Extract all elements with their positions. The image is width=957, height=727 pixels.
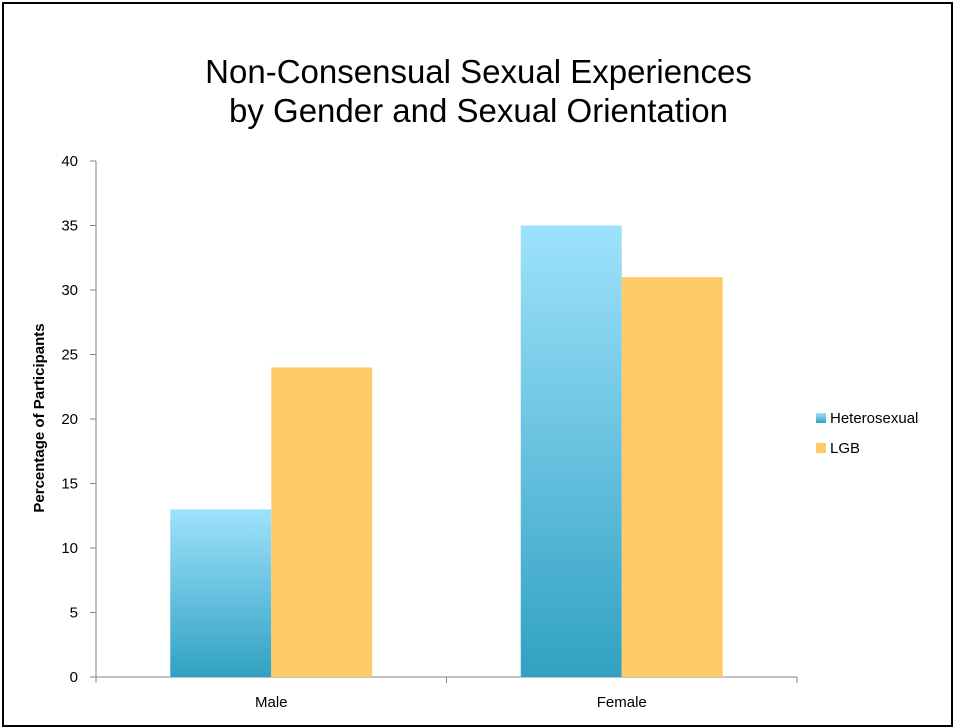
y-tick-label: 30 (61, 282, 78, 299)
chart-title-line-1: Non-Consensual Sexual Experiences (205, 53, 752, 90)
y-tick-label: 40 (61, 153, 78, 170)
legend-label-heterosexual: Heterosexual (830, 410, 918, 427)
y-tick-label: 20 (61, 411, 78, 428)
chart-title-line-2: by Gender and Sexual Orientation (229, 92, 728, 129)
y-tick-label: 15 (61, 476, 78, 493)
x-tick-labels: Male Female (255, 694, 647, 711)
legend-swatch-lgb (816, 443, 826, 453)
legend-swatch-heterosexual (816, 413, 826, 423)
bar-heterosexual-female (520, 225, 622, 677)
x-tick-label: Male (255, 694, 288, 711)
y-tick-label: 35 (61, 218, 78, 235)
y-tick-label: 10 (61, 540, 78, 557)
bar-lgb-male (271, 367, 373, 677)
legend: Heterosexual LGB (816, 410, 918, 457)
bar-heterosexual-male (170, 509, 272, 677)
x-tick-label: Female (597, 694, 647, 711)
chart-title: Non-Consensual Sexual Experiences by Gen… (0, 52, 957, 130)
legend-label-lgb: LGB (830, 440, 860, 457)
y-tick-labels: 0 5 10 15 20 25 30 35 40 (61, 153, 78, 686)
y-axis-title: Percentage of Participants (31, 323, 48, 512)
y-tick-label: 0 (70, 669, 78, 686)
y-tick-label: 25 (61, 347, 78, 364)
y-tick-label: 5 (70, 605, 78, 622)
bars (170, 225, 723, 677)
bar-lgb-female (621, 277, 723, 677)
